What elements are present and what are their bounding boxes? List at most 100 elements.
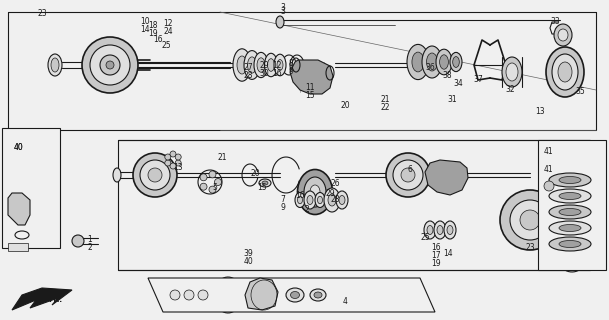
- Text: 11: 11: [305, 84, 315, 92]
- Ellipse shape: [549, 205, 591, 219]
- Text: 15: 15: [257, 183, 267, 193]
- Circle shape: [510, 200, 550, 240]
- Text: 29: 29: [259, 61, 269, 70]
- Circle shape: [100, 55, 120, 75]
- Text: 18: 18: [148, 21, 158, 30]
- Ellipse shape: [427, 226, 433, 235]
- Ellipse shape: [506, 63, 518, 81]
- Ellipse shape: [277, 60, 283, 70]
- Text: 40: 40: [13, 142, 23, 151]
- Ellipse shape: [549, 221, 591, 235]
- Ellipse shape: [290, 292, 300, 299]
- Text: 19: 19: [431, 260, 441, 268]
- Circle shape: [401, 168, 415, 182]
- Ellipse shape: [257, 58, 265, 72]
- Ellipse shape: [254, 52, 268, 77]
- Circle shape: [148, 168, 162, 182]
- Ellipse shape: [51, 58, 59, 72]
- Ellipse shape: [559, 177, 581, 183]
- Text: 25: 25: [161, 42, 171, 51]
- Text: 24: 24: [163, 28, 173, 36]
- Ellipse shape: [549, 237, 591, 251]
- Ellipse shape: [324, 188, 340, 212]
- Circle shape: [544, 181, 554, 191]
- Circle shape: [72, 235, 84, 247]
- Ellipse shape: [450, 52, 462, 72]
- Text: 28: 28: [243, 71, 253, 81]
- Text: 12: 12: [272, 60, 282, 69]
- Ellipse shape: [315, 193, 325, 207]
- Text: 25: 25: [420, 234, 430, 243]
- Text: 41: 41: [543, 165, 553, 174]
- Ellipse shape: [559, 209, 581, 215]
- Text: 21: 21: [380, 95, 390, 105]
- Ellipse shape: [267, 59, 275, 71]
- Circle shape: [200, 183, 207, 190]
- Ellipse shape: [298, 170, 333, 214]
- Text: 31: 31: [447, 95, 457, 105]
- Text: 2: 2: [304, 205, 309, 214]
- Text: 7: 7: [281, 196, 286, 204]
- Ellipse shape: [304, 191, 316, 209]
- Text: 27: 27: [243, 63, 253, 73]
- Circle shape: [170, 163, 176, 169]
- Ellipse shape: [262, 181, 268, 185]
- Text: 16: 16: [272, 68, 282, 77]
- Ellipse shape: [314, 292, 322, 298]
- Text: 35: 35: [575, 87, 585, 97]
- Text: 14: 14: [140, 26, 150, 35]
- Text: 33: 33: [550, 18, 560, 27]
- Ellipse shape: [328, 194, 336, 206]
- Ellipse shape: [549, 189, 591, 203]
- Ellipse shape: [264, 53, 278, 77]
- Text: 12: 12: [163, 20, 173, 28]
- Ellipse shape: [304, 177, 326, 207]
- Text: 32: 32: [505, 85, 515, 94]
- Circle shape: [520, 210, 540, 230]
- Circle shape: [133, 153, 177, 197]
- Ellipse shape: [447, 226, 453, 235]
- Ellipse shape: [317, 196, 323, 204]
- Ellipse shape: [549, 173, 591, 187]
- Circle shape: [393, 160, 423, 190]
- Ellipse shape: [434, 221, 446, 239]
- Ellipse shape: [444, 221, 456, 239]
- Text: 36: 36: [425, 63, 435, 73]
- Text: 4: 4: [342, 298, 348, 307]
- Ellipse shape: [295, 193, 305, 207]
- Text: 5: 5: [213, 183, 217, 193]
- Circle shape: [90, 45, 130, 85]
- Ellipse shape: [559, 241, 581, 247]
- Text: 9: 9: [281, 204, 286, 212]
- Ellipse shape: [452, 57, 459, 68]
- Ellipse shape: [339, 196, 345, 204]
- Polygon shape: [12, 288, 72, 310]
- Text: 30: 30: [259, 69, 269, 78]
- Circle shape: [198, 290, 208, 300]
- Text: 39: 39: [243, 249, 253, 258]
- Ellipse shape: [559, 225, 581, 231]
- Ellipse shape: [412, 52, 424, 72]
- Ellipse shape: [554, 24, 572, 46]
- Text: 38: 38: [442, 70, 452, 79]
- Polygon shape: [148, 278, 435, 312]
- Text: 28: 28: [330, 196, 340, 204]
- Text: 3: 3: [281, 4, 286, 12]
- Ellipse shape: [440, 55, 448, 69]
- Text: 13: 13: [535, 108, 545, 116]
- Ellipse shape: [298, 196, 303, 204]
- Text: 29: 29: [325, 188, 335, 197]
- Ellipse shape: [424, 221, 436, 239]
- Text: 3: 3: [281, 7, 286, 17]
- Circle shape: [214, 179, 222, 186]
- Ellipse shape: [552, 54, 578, 90]
- Text: 1: 1: [88, 236, 93, 244]
- Text: 22: 22: [380, 103, 390, 113]
- Text: 20: 20: [340, 100, 350, 109]
- Polygon shape: [245, 278, 278, 310]
- Ellipse shape: [247, 57, 256, 73]
- Text: 15: 15: [305, 92, 315, 100]
- Ellipse shape: [310, 289, 326, 301]
- Text: 20: 20: [250, 169, 260, 178]
- Bar: [538, 140, 606, 270]
